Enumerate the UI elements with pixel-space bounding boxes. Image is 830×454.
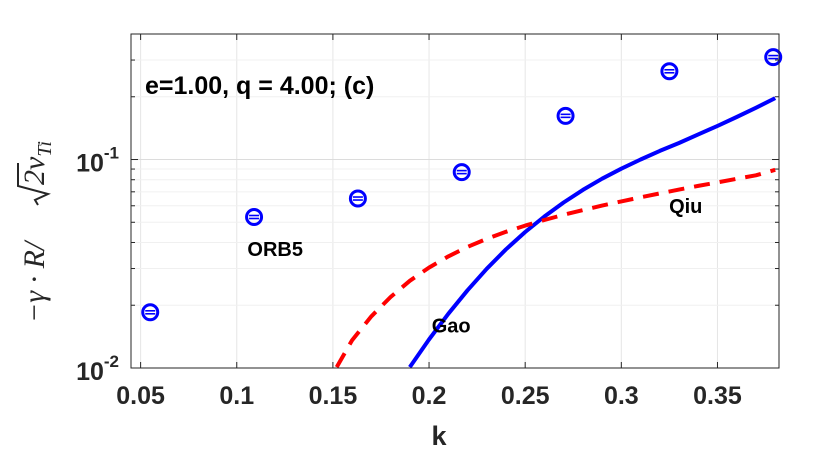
y-axis-label-root: 2 <box>18 170 51 185</box>
y-axis-label-v: v <box>18 156 51 170</box>
marker-ring <box>660 62 679 81</box>
series-line-qiu <box>334 167 776 369</box>
plot-frame <box>130 33 780 369</box>
data-point-orb5 <box>660 62 679 81</box>
annotations: ORB5 Gao Qiu <box>247 196 702 338</box>
x-tick-label: 0.05 <box>116 382 165 410</box>
marker-ring <box>452 163 471 182</box>
y-axis-label: −γ · R/ 2vTi <box>17 141 56 323</box>
axes: 0.05 0.1 0.15 0.2 0.25 0.3 0.35 10-2 10-1 <box>76 33 779 410</box>
data-point-orb5 <box>141 303 160 322</box>
y-axis-label-sub: Ti <box>34 141 56 157</box>
y-tick-label: 10-1 <box>76 144 119 178</box>
plot-area <box>131 34 779 368</box>
x-tick-label: 0.15 <box>309 382 358 410</box>
x-tick-label: 0.3 <box>604 382 639 410</box>
series-layer <box>141 48 783 369</box>
marker-ring <box>556 106 575 125</box>
x-axis-label: k <box>431 421 447 451</box>
data-point-orb5 <box>556 106 575 125</box>
x-tick-label: 0.2 <box>412 382 447 410</box>
svg-text:2vTi: 2vTi <box>18 141 56 185</box>
marker-ring <box>245 208 264 227</box>
x-tick-label: 0.1 <box>219 382 254 410</box>
annotation-qiu: Qiu <box>669 196 702 218</box>
x-tick-label: 0.35 <box>693 382 742 410</box>
data-point-orb5 <box>764 48 783 67</box>
marker-ring <box>764 48 783 67</box>
marker-ring <box>348 189 367 208</box>
series-line-gao <box>408 96 777 369</box>
y-tick-label: 10-2 <box>76 352 119 386</box>
data-point-orb5 <box>348 189 367 208</box>
sqrt-sign <box>17 163 51 206</box>
annotation-orb5: ORB5 <box>247 239 303 261</box>
annotation-gao: Gao <box>432 316 471 338</box>
marker-ring <box>141 303 160 322</box>
data-point-orb5 <box>245 208 264 227</box>
svg-text:−γ · R/: −γ · R/ <box>18 239 51 323</box>
data-point-orb5 <box>452 163 471 182</box>
y-axis-label-lhs: −γ · R/ <box>18 239 51 323</box>
x-tick-label: 0.25 <box>501 382 550 410</box>
chart-title: e=1.00, q = 4.00; (c) <box>145 72 374 100</box>
